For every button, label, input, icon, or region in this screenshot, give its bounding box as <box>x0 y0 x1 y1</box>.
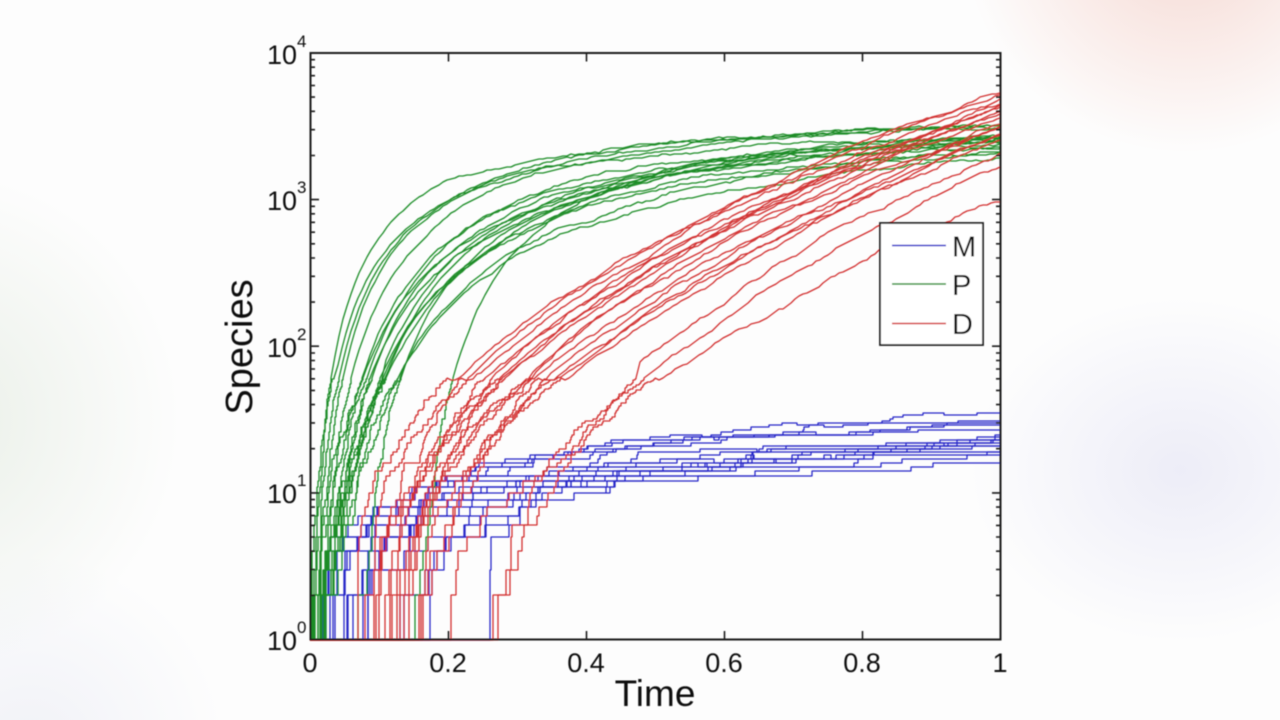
svg-text:100: 100 <box>267 618 307 656</box>
svg-text:M: M <box>952 232 976 264</box>
svg-text:1: 1 <box>992 648 1007 678</box>
svg-text:101: 101 <box>267 471 307 509</box>
svg-text:D: D <box>952 309 973 341</box>
svg-text:0.4: 0.4 <box>567 648 605 678</box>
svg-text:103: 103 <box>267 178 307 216</box>
svg-text:0.2: 0.2 <box>429 648 467 678</box>
svg-text:0.8: 0.8 <box>843 648 881 678</box>
svg-text:P: P <box>952 270 971 302</box>
svg-text:102: 102 <box>267 325 307 363</box>
svg-text:Species: Species <box>219 279 261 414</box>
svg-text:Time: Time <box>615 673 696 714</box>
svg-text:0: 0 <box>302 648 317 678</box>
svg-text:0.6: 0.6 <box>705 648 743 678</box>
svg-text:104: 104 <box>267 32 307 70</box>
